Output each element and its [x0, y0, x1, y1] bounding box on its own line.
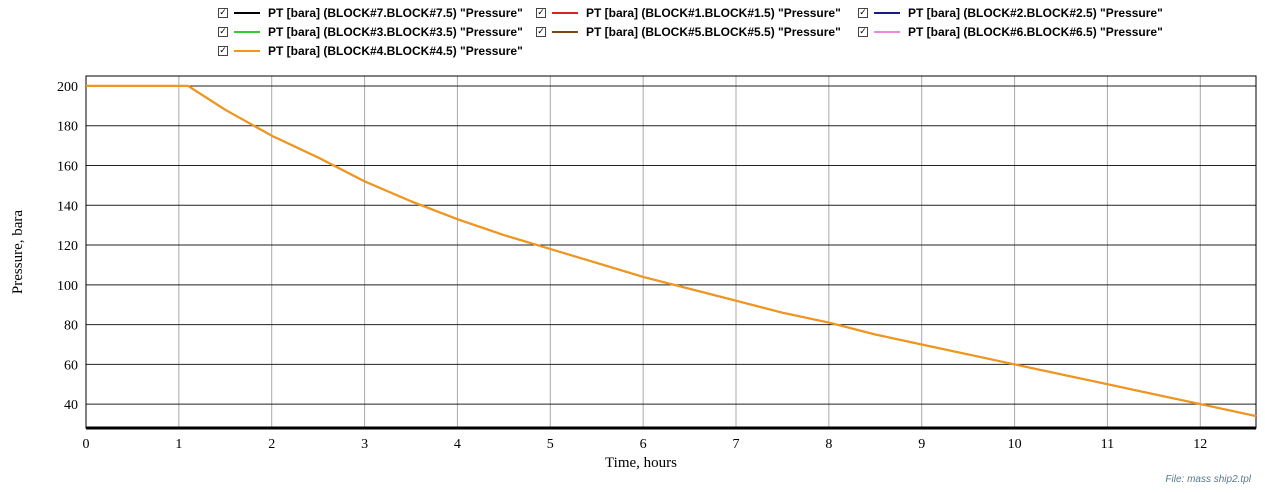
y-tick-label: 160: [57, 159, 78, 174]
y-tick-label: 40: [64, 398, 78, 413]
series-line-5: [86, 86, 1256, 416]
x-tick-label: 2: [268, 437, 275, 452]
y-tick-label: 100: [57, 279, 78, 294]
y-tick-label: 180: [57, 120, 78, 135]
x-tick-label: 9: [918, 437, 925, 452]
x-tick-label: 5: [547, 437, 554, 452]
y-tick-label: 80: [64, 319, 78, 334]
y-tick-label: 200: [57, 80, 78, 95]
y-tick-label: 120: [57, 239, 78, 254]
x-tick-label: 0: [83, 437, 90, 452]
x-tick-label: 11: [1101, 437, 1114, 452]
series-line-4: [86, 86, 1256, 416]
x-tick-label: 7: [733, 437, 740, 452]
x-tick-label: 3: [361, 437, 368, 452]
x-tick-label: 1: [175, 437, 182, 452]
y-tick-label: 60: [64, 358, 78, 373]
series-line-6: [86, 86, 1256, 416]
series-line-2: [86, 86, 1256, 416]
x-tick-label: 12: [1193, 437, 1207, 452]
x-tick-label: 8: [825, 437, 832, 452]
y-tick-label: 140: [57, 199, 78, 214]
x-tick-label: 10: [1008, 437, 1022, 452]
series-line-1: [86, 86, 1256, 416]
x-axis-title: Time, hours: [605, 455, 677, 471]
series-line-3: [86, 86, 1256, 416]
x-tick-label: 4: [454, 437, 461, 452]
series-line-7: [86, 86, 1256, 416]
file-label: File: mass ship2.tpl: [1165, 474, 1251, 485]
x-tick-label: 6: [640, 437, 647, 452]
y-axis-title: Pressure, bara: [10, 210, 26, 294]
